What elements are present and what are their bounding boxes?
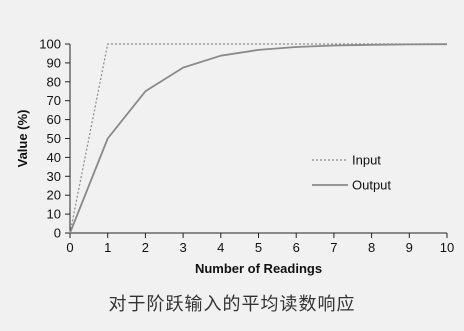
x-tick-label: 4 (217, 240, 224, 255)
series-layer (69, 43, 448, 234)
y-tick-label: 80 (47, 74, 61, 89)
x-tick-label: 3 (179, 240, 186, 255)
x-tick-label: 6 (293, 240, 300, 255)
x-tick-label: 2 (142, 240, 149, 255)
x-tick-label: 5 (255, 240, 262, 255)
y-tick-label: 30 (47, 169, 61, 184)
series-line-output (69, 43, 448, 234)
y-tick-label: 90 (47, 55, 61, 70)
x-tick-label: 8 (368, 240, 375, 255)
y-tick-label: 70 (47, 93, 61, 108)
legend-label-output: Output (352, 178, 391, 193)
y-tick-label: 60 (47, 112, 61, 127)
series-line-input (69, 43, 447, 234)
legend: Input Output (312, 153, 391, 193)
x-tick-label: 10 (440, 240, 454, 255)
x-tick-label: 1 (104, 240, 111, 255)
y-tick-label: 10 (47, 207, 61, 222)
y-tick-label: 20 (47, 188, 61, 203)
y-tick-label: 50 (47, 131, 61, 146)
x-axis-label: Number of Readings (195, 261, 322, 276)
y-tick-label: 40 (47, 150, 61, 165)
legend-label-input: Input (352, 153, 381, 168)
x-tick-label: 7 (330, 240, 337, 255)
y-axis-label: Value (%) (15, 110, 30, 168)
figure-caption: 对于阶跃输入的平均读数响应 (108, 294, 356, 315)
x-tick-label: 9 (406, 240, 413, 255)
y-tick-label: 100 (39, 37, 61, 52)
x-tick-label: 0 (66, 240, 73, 255)
y-tick-label: 0 (54, 226, 61, 241)
